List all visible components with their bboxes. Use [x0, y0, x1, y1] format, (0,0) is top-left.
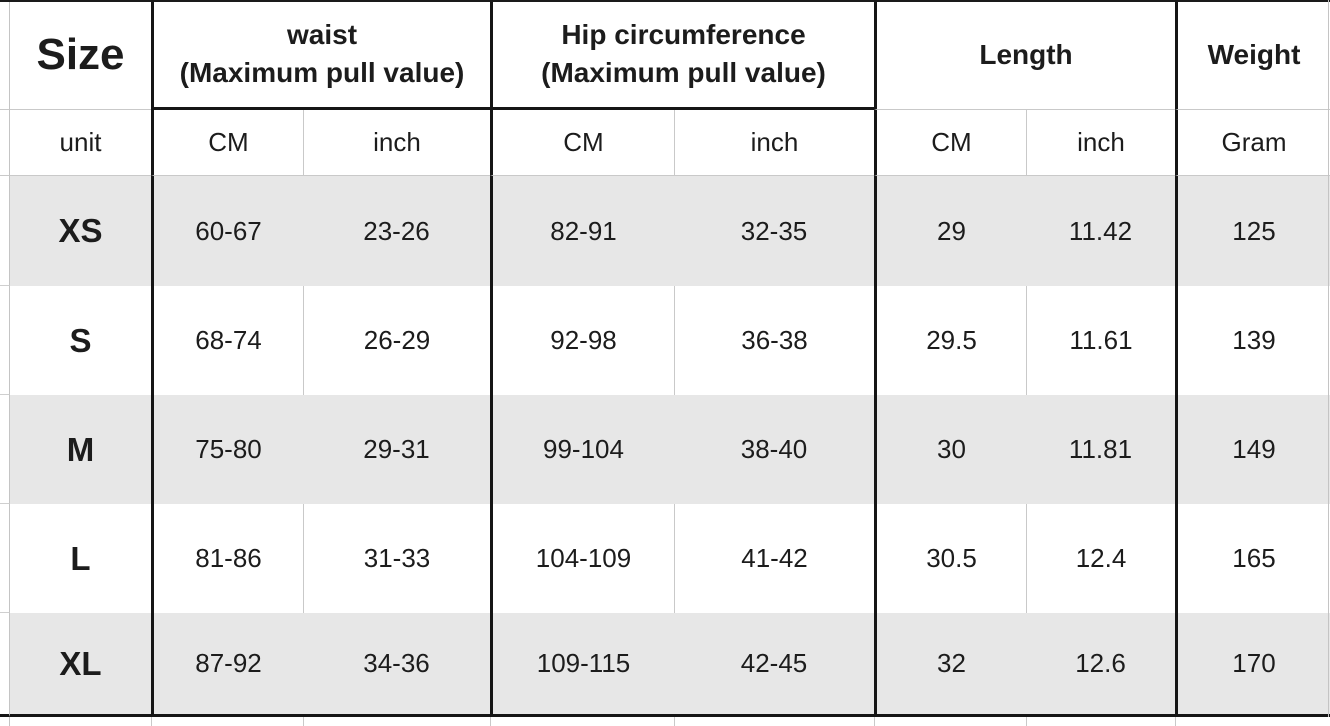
waist-inch-unit: inch	[303, 110, 490, 176]
length-group-header: Length	[874, 0, 1175, 110]
bottom-partial-row-cell	[874, 717, 1026, 726]
hip-group-title: Hip circumference	[561, 18, 806, 50]
xl-weight: 170	[1175, 613, 1330, 717]
xs-hip-inch: 32-35	[674, 176, 874, 286]
xs-waist-cm: 60-67	[151, 176, 303, 286]
s-hip-inch: 36-38	[674, 286, 874, 395]
left-gutter-cell	[0, 110, 10, 176]
xs-length-cm: 29	[874, 176, 1026, 286]
bottom-partial-row-cell	[10, 717, 151, 726]
bottom-partial-row-cell	[151, 717, 303, 726]
row-label-xs: XS	[10, 176, 151, 286]
bottom-partial-row-cell	[674, 717, 874, 726]
size-corner-header: Size	[10, 0, 151, 110]
table-top-border	[0, 0, 1330, 2]
row-label-l: L	[10, 504, 151, 613]
table-right-border	[1328, 0, 1329, 717]
waist-cm-unit: CM	[151, 110, 303, 176]
left-gutter-cell	[0, 286, 10, 395]
l-length-inch: 12.4	[1026, 504, 1175, 613]
s-weight: 139	[1175, 286, 1330, 395]
row-label-s: S	[10, 286, 151, 395]
bottom-partial-row-cell	[1175, 717, 1330, 726]
xl-length-inch: 12.6	[1026, 613, 1175, 717]
weight-gram-unit: Gram	[1175, 110, 1330, 176]
left-gutter-cell	[0, 717, 10, 726]
xl-waist-cm: 87-92	[151, 613, 303, 717]
weight-group-header: Weight	[1175, 0, 1330, 110]
xs-length-inch: 11.42	[1026, 176, 1175, 286]
l-hip-cm: 104-109	[490, 504, 674, 613]
s-waist-cm: 68-74	[151, 286, 303, 395]
row-label-xl: XL	[10, 613, 151, 717]
hip-inch-unit: inch	[674, 110, 874, 176]
l-length-cm: 30.5	[874, 504, 1026, 613]
weight-group-title: Weight	[1207, 38, 1301, 70]
m-length-inch: 11.81	[1026, 395, 1175, 504]
xs-weight: 125	[1175, 176, 1330, 286]
l-waist-inch: 31-33	[303, 504, 490, 613]
l-weight: 165	[1175, 504, 1330, 613]
m-hip-cm: 99-104	[490, 395, 674, 504]
s-hip-cm: 92-98	[490, 286, 674, 395]
waist-group-header: waist (Maximum pull value)	[151, 0, 490, 110]
xl-hip-cm: 109-115	[490, 613, 674, 717]
bottom-partial-row-cell	[303, 717, 490, 726]
hip-group-header: Hip circumference (Maximum pull value)	[490, 0, 874, 110]
left-gutter-cell	[0, 0, 10, 110]
m-hip-inch: 38-40	[674, 395, 874, 504]
l-waist-cm: 81-86	[151, 504, 303, 613]
xs-waist-inch: 23-26	[303, 176, 490, 286]
xl-waist-inch: 34-36	[303, 613, 490, 717]
unit-row-label: unit	[10, 110, 151, 176]
left-gutter-cell	[0, 613, 10, 717]
left-gutter-cell	[0, 395, 10, 504]
waist-group-subtitle: (Maximum pull value)	[179, 56, 465, 88]
m-length-cm: 30	[874, 395, 1026, 504]
bottom-partial-row-cell	[1026, 717, 1175, 726]
s-waist-inch: 26-29	[303, 286, 490, 395]
left-gutter-cell	[0, 504, 10, 613]
l-hip-inch: 41-42	[674, 504, 874, 613]
s-length-cm: 29.5	[874, 286, 1026, 395]
waist-group-title: waist	[286, 18, 358, 50]
xl-hip-inch: 42-45	[674, 613, 874, 717]
row-label-m: M	[10, 395, 151, 504]
length-cm-unit: CM	[874, 110, 1026, 176]
length-group-title: Length	[979, 38, 1073, 70]
hip-group-subtitle: (Maximum pull value)	[541, 56, 826, 88]
hip-cm-unit: CM	[490, 110, 674, 176]
left-gutter-cell	[0, 176, 10, 286]
m-waist-cm: 75-80	[151, 395, 303, 504]
m-waist-inch: 29-31	[303, 395, 490, 504]
xl-length-cm: 32	[874, 613, 1026, 717]
m-weight: 149	[1175, 395, 1330, 504]
xs-hip-cm: 82-91	[490, 176, 674, 286]
length-inch-unit: inch	[1026, 110, 1175, 176]
s-length-inch: 11.61	[1026, 286, 1175, 395]
bottom-partial-row-cell	[490, 717, 674, 726]
